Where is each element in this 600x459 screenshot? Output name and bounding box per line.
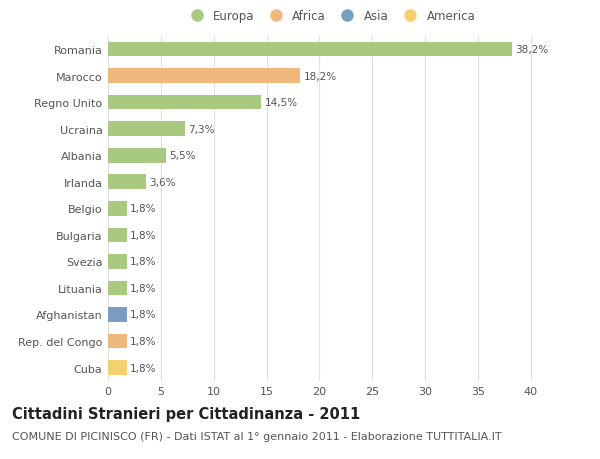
Text: COMUNE DI PICINISCO (FR) - Dati ISTAT al 1° gennaio 2011 - Elaborazione TUTTITAL: COMUNE DI PICINISCO (FR) - Dati ISTAT al… bbox=[12, 431, 502, 442]
Bar bbox=[108, 69, 301, 84]
Bar bbox=[108, 255, 127, 269]
Text: 1,8%: 1,8% bbox=[130, 257, 157, 267]
Bar bbox=[108, 175, 146, 190]
Text: 1,8%: 1,8% bbox=[130, 204, 157, 214]
Bar bbox=[108, 281, 127, 296]
Text: 18,2%: 18,2% bbox=[304, 72, 337, 81]
Bar bbox=[108, 360, 127, 375]
Text: 1,8%: 1,8% bbox=[130, 336, 157, 346]
Bar bbox=[108, 95, 261, 110]
Text: 1,8%: 1,8% bbox=[130, 310, 157, 320]
Bar bbox=[108, 122, 185, 137]
Text: 38,2%: 38,2% bbox=[515, 45, 548, 55]
Text: Cittadini Stranieri per Cittadinanza - 2011: Cittadini Stranieri per Cittadinanza - 2… bbox=[12, 406, 360, 421]
Text: 14,5%: 14,5% bbox=[265, 98, 298, 108]
Bar bbox=[108, 43, 512, 57]
Bar bbox=[108, 308, 127, 322]
Text: 1,8%: 1,8% bbox=[130, 283, 157, 293]
Text: 1,8%: 1,8% bbox=[130, 363, 157, 373]
Bar bbox=[108, 228, 127, 243]
Text: 3,6%: 3,6% bbox=[149, 177, 176, 187]
Bar bbox=[108, 334, 127, 348]
Text: 5,5%: 5,5% bbox=[169, 151, 196, 161]
Bar bbox=[108, 149, 166, 163]
Text: 7,3%: 7,3% bbox=[188, 124, 215, 134]
Bar bbox=[108, 202, 127, 216]
Text: 1,8%: 1,8% bbox=[130, 230, 157, 241]
Legend: Europa, Africa, Asia, America: Europa, Africa, Asia, America bbox=[180, 5, 480, 28]
